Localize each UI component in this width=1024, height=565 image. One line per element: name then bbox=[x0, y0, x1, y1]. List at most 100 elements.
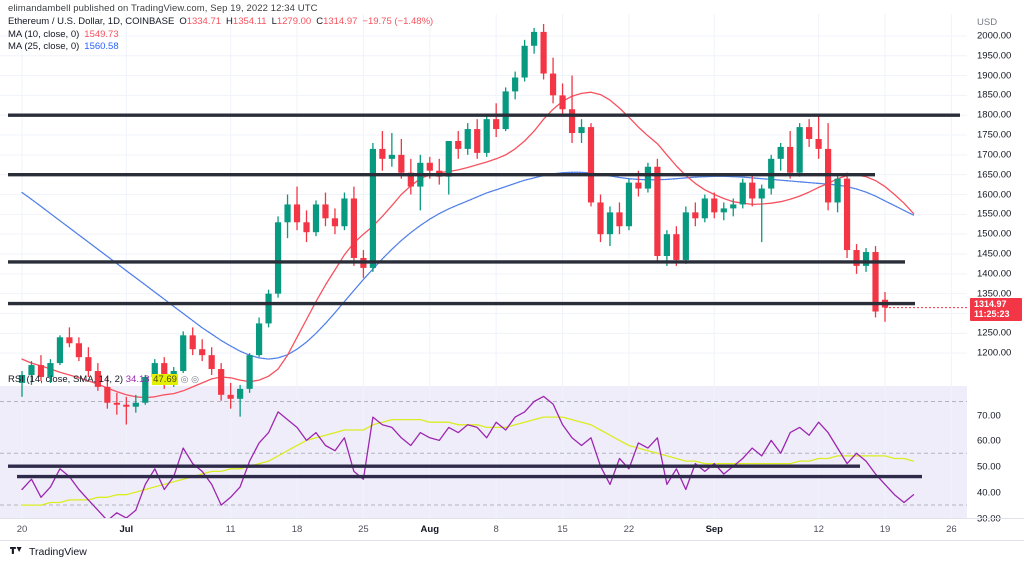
candle-body bbox=[293, 204, 301, 223]
time-axis-label: Sep bbox=[705, 524, 723, 535]
candle-body bbox=[711, 198, 718, 213]
rsi-value: 34.18 bbox=[125, 374, 150, 385]
candle-body bbox=[502, 91, 509, 130]
candle-body bbox=[777, 146, 784, 159]
candle-body bbox=[331, 218, 339, 227]
candle-body bbox=[407, 172, 414, 187]
ma25-label: MA (25, close, 0) bbox=[8, 41, 80, 52]
candle-body bbox=[663, 234, 670, 256]
candle-body bbox=[701, 198, 708, 219]
time-axis-label: 18 bbox=[291, 524, 303, 535]
candle-body bbox=[834, 178, 841, 203]
candle-body bbox=[180, 335, 187, 372]
rsi-label: RSI (14, close, SMA, 14, 2) bbox=[8, 374, 124, 385]
candle-body bbox=[872, 252, 879, 312]
candle-body bbox=[606, 212, 614, 235]
low-label: L bbox=[271, 16, 277, 27]
candle-body bbox=[758, 188, 765, 199]
candle-body bbox=[578, 127, 585, 134]
candle-body bbox=[739, 182, 746, 205]
high-value: 1354.11 bbox=[232, 16, 267, 27]
price-axis-label: 1400.00 bbox=[977, 268, 1012, 280]
candle-body bbox=[568, 109, 576, 134]
price-axis-label: 1950.00 bbox=[977, 50, 1012, 62]
candle-body bbox=[493, 119, 500, 130]
open-label: O bbox=[179, 16, 187, 27]
candle-body bbox=[123, 404, 130, 407]
candle-body bbox=[94, 371, 101, 387]
time-axis-label: 8 bbox=[493, 524, 499, 535]
rsi-pane-background bbox=[0, 386, 967, 518]
time-axis-separator bbox=[0, 518, 1024, 519]
rsi-legend[interactable]: RSI (14, close, SMA, 14, 2) 34.18 47.69 … bbox=[8, 374, 199, 385]
candle-body bbox=[521, 45, 528, 78]
candle-body bbox=[806, 127, 813, 139]
candle-body bbox=[161, 363, 168, 383]
time-axis-label: 26 bbox=[946, 524, 957, 535]
candle-body bbox=[142, 376, 149, 403]
current-price-badge[interactable]: 1314.97 11:25:23 bbox=[970, 297, 1022, 321]
legend-ma10-row[interactable]: MA (10, close, 0) 1549.73 bbox=[8, 29, 433, 42]
price-axis[interactable]: USD 2000.00 1950.00 1900.00 1850.00 1800.00 1… bbox=[967, 14, 1024, 525]
legend-symbol-row[interactable]: Ethereum / U.S. Dollar, 1D, COINBASE O133… bbox=[8, 16, 433, 29]
price-axis-label: 1250.00 bbox=[977, 327, 1012, 339]
bar-countdown-text: 11:25:23 bbox=[974, 309, 1010, 320]
hide-circle-icon[interactable]: ◎ bbox=[191, 374, 199, 384]
price-axis-label: 1650.00 bbox=[977, 169, 1012, 181]
rsi-sma-value: 47.69 bbox=[152, 374, 178, 385]
candle-body bbox=[56, 337, 64, 364]
candle-body bbox=[426, 162, 433, 171]
candle-body bbox=[720, 208, 727, 213]
price-axis-label: 2000.00 bbox=[977, 30, 1012, 42]
candle-body bbox=[218, 369, 225, 395]
candle-body bbox=[625, 182, 633, 227]
candle-body bbox=[66, 337, 73, 344]
time-axis-label: 11 bbox=[225, 524, 236, 535]
candle-body bbox=[388, 154, 395, 159]
price-chart-svg[interactable] bbox=[0, 14, 967, 518]
candle-body bbox=[255, 323, 263, 356]
tradingview-brand[interactable]: TradingView bbox=[10, 546, 87, 558]
close-value: 1314.97 bbox=[323, 16, 358, 27]
close-label: C bbox=[316, 16, 324, 27]
price-axis-label: 1450.00 bbox=[977, 248, 1012, 260]
price-axis-label: 1350.00 bbox=[977, 288, 1012, 300]
candle-body bbox=[549, 73, 557, 96]
candle-body bbox=[28, 365, 35, 375]
time-axis-label: Aug bbox=[420, 524, 440, 535]
price-axis-label: 1200.00 bbox=[977, 347, 1012, 359]
candle-body bbox=[654, 166, 661, 256]
candle-body bbox=[85, 357, 92, 372]
candle-body bbox=[322, 204, 329, 219]
candle-body bbox=[531, 31, 538, 46]
candle-body bbox=[843, 178, 851, 251]
rsi-axis-label: 40.00 bbox=[977, 487, 1001, 499]
candle-body bbox=[199, 349, 206, 356]
candle-body bbox=[284, 204, 291, 223]
high-label: H bbox=[226, 16, 233, 27]
ma25-value: 1560.58 bbox=[84, 41, 119, 52]
current-price-text: 1314.97 bbox=[974, 298, 1007, 309]
candle-body bbox=[303, 222, 310, 233]
price-axis-label: 1750.00 bbox=[977, 129, 1012, 141]
candle-body bbox=[18, 374, 26, 383]
candle-body bbox=[246, 355, 253, 389]
time-axis-label: 20 bbox=[16, 524, 28, 535]
price-axis-label: 1500.00 bbox=[977, 228, 1012, 240]
candle-body bbox=[208, 355, 215, 370]
candle-body bbox=[512, 77, 519, 92]
candle-body bbox=[730, 204, 737, 209]
chart-area[interactable]: Ethereum / U.S. Dollar, 1D, COINBASE O133… bbox=[0, 14, 1024, 518]
settings-circle-icon[interactable]: ◎ bbox=[180, 374, 189, 384]
time-axis[interactable]: 20 Jul 11 18 25 Aug 8 15 22 Sep 12 19 26 bbox=[0, 519, 967, 541]
candle-body bbox=[151, 363, 158, 377]
candle-body bbox=[104, 386, 111, 403]
legend-ma25-row[interactable]: MA (25, close, 0) 1560.58 bbox=[8, 41, 433, 54]
candle-body bbox=[483, 119, 490, 153]
rsi-axis-label: 50.00 bbox=[977, 461, 1001, 473]
candle-body bbox=[787, 146, 794, 173]
time-axis-label: 19 bbox=[879, 524, 891, 535]
candle-body bbox=[692, 212, 699, 219]
candle-body bbox=[445, 140, 452, 177]
candle-body bbox=[265, 293, 272, 324]
